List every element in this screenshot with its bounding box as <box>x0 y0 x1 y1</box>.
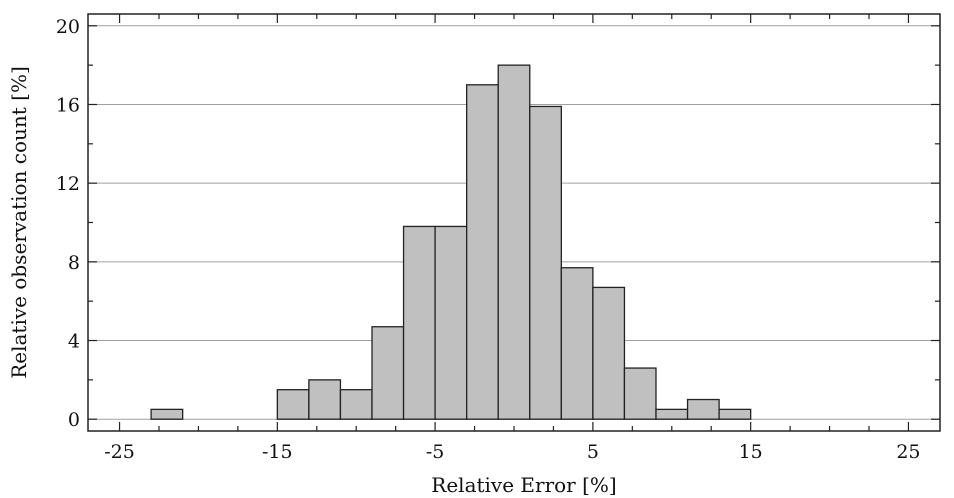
histogram-bar <box>592 286 626 420</box>
y-tick-label: 16 <box>56 94 80 116</box>
histogram-bar <box>308 379 342 420</box>
histogram-bar <box>529 105 562 420</box>
tick-labels: -25 -15 -5 5 15 25 0 4 8 12 16 20 <box>56 16 921 463</box>
histogram-bar <box>560 267 594 420</box>
histogram-bar <box>623 367 657 420</box>
x-tick-label: 25 <box>896 441 920 463</box>
histogram-bar <box>497 64 531 420</box>
histogram-bars <box>150 64 752 420</box>
y-tick-label: 4 <box>68 331 80 353</box>
histogram-bar <box>434 225 468 420</box>
x-tick-label: -5 <box>426 441 445 463</box>
x-tick-label: -25 <box>104 441 135 463</box>
histogram-bar <box>466 84 499 420</box>
histogram-bar <box>276 389 310 420</box>
x-tick-label: 5 <box>587 441 599 463</box>
histogram-bar <box>655 408 689 420</box>
histogram-bar <box>150 408 184 420</box>
x-axis-label: Relative Error [%] <box>431 473 616 497</box>
axis-ticks <box>88 14 940 431</box>
histogram-bar <box>371 326 405 420</box>
histogram-bar <box>402 225 436 420</box>
histogram-bar <box>718 408 752 420</box>
y-tick-label: 20 <box>56 16 80 38</box>
histogram-bar <box>339 389 373 420</box>
x-tick-label: 15 <box>739 441 763 463</box>
y-tick-label: 8 <box>68 252 80 274</box>
y-axis-label: Relative observation count [%] <box>7 66 31 379</box>
y-tick-label: 12 <box>56 173 80 195</box>
y-tick-label: 0 <box>68 409 80 431</box>
histogram-bar <box>686 398 720 420</box>
x-tick-label: -15 <box>262 441 293 463</box>
